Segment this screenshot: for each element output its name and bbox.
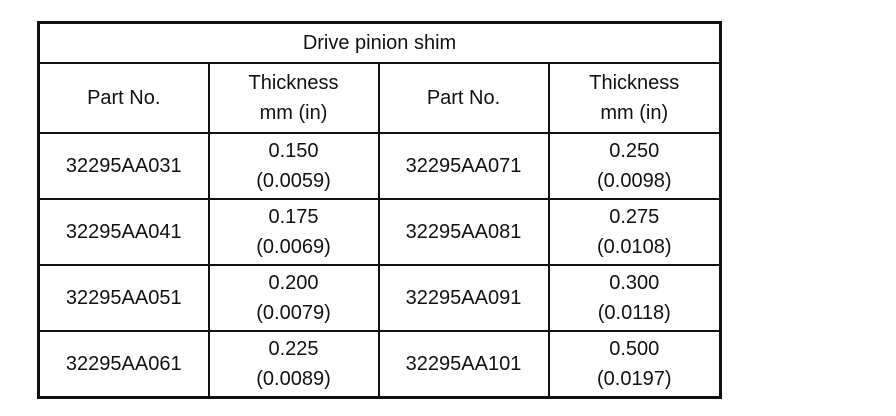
shim-table: Drive pinion shim Part No. Thickness mm (i… [37, 21, 723, 399]
table-cell: 32295AA101 [377, 330, 550, 399]
cell-text: 0.175 [268, 206, 319, 228]
cell-text: (0.0118) [597, 302, 671, 324]
cell-text: 32295AA031 [65, 155, 182, 177]
cell-text: Thickness [248, 72, 339, 94]
cell-text: 0.150 [268, 140, 319, 162]
cell-text: (0.0098) [597, 170, 672, 192]
table-cell: 32295AA091 [377, 264, 550, 332]
table-cell: 0.275 (0.0108) [547, 198, 722, 266]
header-row: Part No. Thickness mm (in) Part No. Thicknes… [37, 62, 722, 134]
cell-text: (0.0089) [256, 368, 331, 390]
cell-text: (0.0108) [597, 236, 672, 258]
cell-text: 0.500 [609, 338, 660, 360]
cell-text: 32295AA081 [405, 221, 522, 243]
data-row: 32295AA051 0.200 (0.0079) 32295AA091 0.300 (0… [37, 264, 722, 332]
data-row: 32295AA061 0.225 (0.0089) 32295AA101 0.500 (0… [37, 330, 722, 399]
cell-text: (0.0059) [256, 170, 331, 192]
table-cell: 32295AA081 [377, 198, 550, 266]
cell-text: (0.0197) [597, 368, 672, 390]
table-cell: Part No. [377, 62, 550, 134]
table-title: Drive pinion shim [37, 21, 722, 64]
cell-text: 32295AA051 [65, 287, 182, 309]
cell-text: 32295AA041 [65, 221, 182, 243]
cell-text: 0.250 [609, 140, 660, 162]
cell-text: (0.0069) [256, 236, 331, 258]
table-cell: 32295AA061 [37, 330, 210, 399]
cell-text: 0.300 [609, 272, 660, 294]
table-cell: 0.300 (0.0118) [547, 264, 722, 332]
cell-text: 32295AA091 [405, 287, 522, 309]
cell-text: (0.0079) [256, 302, 331, 324]
data-row: 32295AA041 0.175 (0.0069) 32295AA081 0.275 (0… [37, 198, 722, 266]
table-cell: 0.250 (0.0098) [547, 132, 722, 200]
table-cell: 32295AA071 [377, 132, 550, 200]
cell-text: Thickness [589, 72, 680, 94]
cell-text: 32295AA101 [405, 353, 522, 375]
cell-text: 0.275 [609, 206, 660, 228]
cell-text: mm (in) [259, 102, 328, 124]
table-cell: 0.150 (0.0059) [207, 132, 380, 200]
cell-text: 0.225 [268, 338, 319, 360]
cell-text: Part No. [87, 87, 161, 109]
table-cell: Thickness mm (in) [547, 62, 722, 134]
cell-text: 32295AA071 [405, 155, 522, 177]
table-cell: 0.225 (0.0089) [207, 330, 380, 399]
table-cell: 0.500 (0.0197) [547, 330, 722, 399]
data-row: 32295AA031 0.150 (0.0059) 32295AA071 0.250 (0… [37, 132, 722, 200]
table-cell: Part No. [37, 62, 210, 134]
cell-text: 0.200 [268, 272, 319, 294]
table-cell: 32295AA031 [37, 132, 210, 200]
cell-text: Part No. [426, 87, 501, 109]
cell-text: mm (in) [600, 102, 669, 124]
table-cell: 32295AA051 [37, 264, 210, 332]
table-cell: Thickness mm (in) [207, 62, 380, 134]
table-cell: 0.200 (0.0079) [207, 264, 380, 332]
table-cell: 0.175 (0.0069) [207, 198, 380, 266]
table-cell: 32295AA041 [37, 198, 210, 266]
cell-text: 32295AA061 [65, 353, 182, 375]
